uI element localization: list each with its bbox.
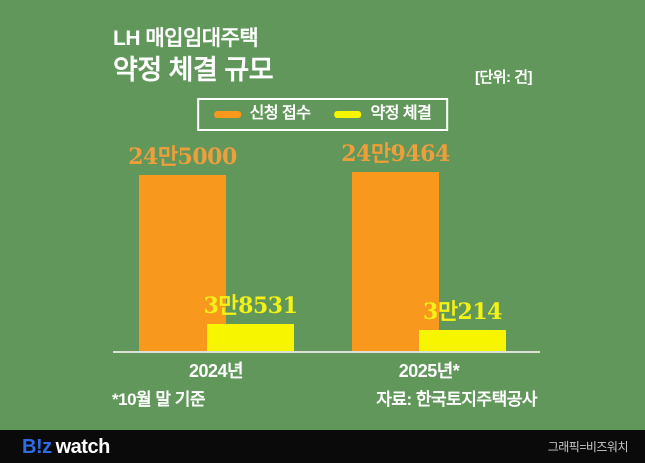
category-label-2025: 2025년* <box>398 361 460 381</box>
value-label-agreements-2025: 3만214 <box>423 299 502 326</box>
bar-agreements-2024 <box>207 324 294 352</box>
legend-swatch-yellow <box>334 110 362 118</box>
title-line-2: 약정 체결 규모 <box>113 55 274 86</box>
legend-item-applications: 신청 접수 <box>213 105 311 122</box>
legend: 신청 접수 약정 체결 <box>196 98 449 131</box>
logo-watch-text: watch <box>55 435 111 458</box>
chart-title: LH 매입임대주택 약정 체결 규모 <box>113 26 274 86</box>
logo-biz-text: B!z <box>22 435 52 458</box>
category-label-2024: 2024년 <box>188 361 244 381</box>
legend-item-agreements: 약정 체결 <box>334 105 432 122</box>
footer-bar: B!z watch 그래픽=비즈워치 <box>0 430 645 463</box>
footnote-basis-date: *10월 말 기준 <box>112 390 206 409</box>
x-axis-line <box>113 351 540 353</box>
bar-agreements-2025 <box>419 330 506 352</box>
value-label-applications-2024: 24만5000 <box>128 144 237 170</box>
bar-applications-2024 <box>139 175 226 352</box>
bizwatch-logo: B!z watch <box>22 437 110 457</box>
value-label-agreements-2024: 3만8531 <box>203 293 298 320</box>
bar-applications-2025 <box>352 171 439 352</box>
unit-label: [단위: 건] <box>474 69 533 86</box>
legend-label-applications: 신청 접수 <box>249 105 311 122</box>
title-line-1: LH 매입임대주택 <box>113 27 259 50</box>
footer-credit: 그래픽=비즈워치 <box>547 440 629 454</box>
footnote-source: 자료: 한국토지주택공사 <box>376 390 537 409</box>
legend-label-agreements: 약정 체결 <box>370 105 432 122</box>
legend-swatch-orange <box>213 110 241 118</box>
value-label-applications-2025: 24만9464 <box>341 140 450 167</box>
